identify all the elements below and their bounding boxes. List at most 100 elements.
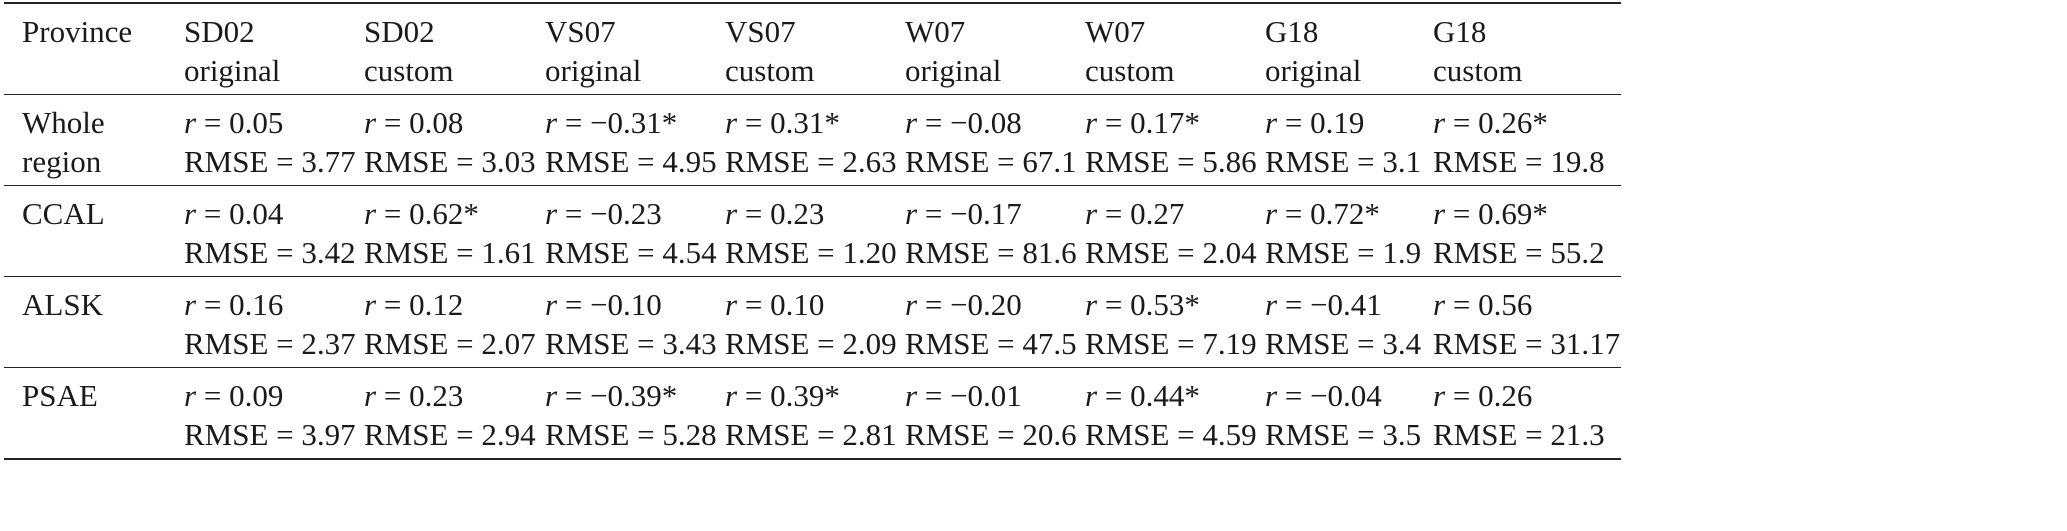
province-cell: PSAE bbox=[4, 368, 184, 460]
metric-cell: r = 0.19 RMSE = 3.1 bbox=[1265, 95, 1433, 186]
rmse-value-line: RMSE = 2.04 bbox=[1085, 235, 1257, 270]
r-value-line: r = 0.16 bbox=[184, 287, 284, 322]
r-value: 0.12 bbox=[409, 287, 464, 322]
header-model: G18 bbox=[1265, 14, 1319, 49]
r-value: −0.31* bbox=[590, 105, 678, 140]
header-variant: original bbox=[905, 53, 1002, 88]
header-model: W07 bbox=[905, 14, 966, 49]
r-value: 0.09 bbox=[229, 378, 284, 413]
rmse-value: 2.63 bbox=[842, 144, 897, 179]
metric-cell: r = 0.26* RMSE = 19.8 bbox=[1433, 95, 1621, 186]
rmse-value-line: RMSE = 3.42 bbox=[184, 235, 356, 270]
metric-cell: r = −0.31* RMSE = 4.95 bbox=[545, 95, 725, 186]
rmse-value-line: RMSE = 2.63 bbox=[725, 144, 897, 179]
r-value: 0.26 bbox=[1478, 378, 1533, 413]
rmse-value-line: RMSE = 2.94 bbox=[364, 417, 536, 452]
metric-cell: r = 0.17* RMSE = 5.86 bbox=[1085, 95, 1265, 186]
results-table: Province SD02 original SD02 custom VS07 … bbox=[4, 2, 1621, 460]
metric-cell: r = −0.17 RMSE = 81.6 bbox=[905, 186, 1085, 277]
r-value-line: r = 0.12 bbox=[364, 287, 464, 322]
province-name: ALSK bbox=[22, 287, 103, 322]
rmse-value: 2.04 bbox=[1202, 235, 1257, 270]
province-name-cont: region bbox=[22, 144, 102, 179]
rmse-value: 2.07 bbox=[481, 326, 536, 361]
header-label: Province bbox=[22, 14, 133, 49]
table-row: Whole region r = 0.05 RMSE = 3.77 r = 0.08 RM… bbox=[4, 95, 1621, 186]
rmse-value-line: RMSE = 55.2 bbox=[1433, 235, 1605, 270]
header-model: SD02 bbox=[364, 14, 435, 49]
metric-cell: r = 0.23 RMSE = 1.20 bbox=[725, 186, 905, 277]
metric-cell: r = −0.08 RMSE = 67.1 bbox=[905, 95, 1085, 186]
rmse-value-line: RMSE = 19.8 bbox=[1433, 144, 1605, 179]
r-value: −0.10 bbox=[590, 287, 662, 322]
r-value-line: r = 0.62* bbox=[364, 196, 479, 231]
rmse-value-line: RMSE = 20.6 bbox=[905, 417, 1077, 452]
metric-cell: r = −0.10 RMSE = 3.43 bbox=[545, 277, 725, 368]
metric-cell: r = 0.09 RMSE = 3.97 bbox=[184, 368, 364, 460]
header-w07-original: W07 original bbox=[905, 3, 1085, 95]
rmse-value-line: RMSE = 2.37 bbox=[184, 326, 356, 361]
r-value-line: r = −0.41 bbox=[1265, 287, 1382, 322]
r-value: 0.44* bbox=[1130, 378, 1200, 413]
r-value: 0.23 bbox=[409, 378, 464, 413]
r-value-line: r = 0.72* bbox=[1265, 196, 1380, 231]
metric-cell: r = 0.26 RMSE = 21.3 bbox=[1433, 368, 1621, 460]
r-value: 0.26* bbox=[1478, 105, 1548, 140]
r-value-line: r = 0.56 bbox=[1433, 287, 1533, 322]
header-model: W07 bbox=[1085, 14, 1146, 49]
rmse-value-line: RMSE = 3.43 bbox=[545, 326, 717, 361]
rmse-value-line: RMSE = 7.19 bbox=[1085, 326, 1257, 361]
r-value: 0.17* bbox=[1130, 105, 1200, 140]
rmse-value: 3.42 bbox=[301, 235, 356, 270]
province-name: Whole bbox=[22, 105, 105, 140]
metric-cell: r = 0.56 RMSE = 31.17 bbox=[1433, 277, 1621, 368]
metric-cell: r = −0.04 RMSE = 3.5 bbox=[1265, 368, 1433, 460]
table-row: ALSK r = 0.16 RMSE = 2.37 r = 0.12 RMSE = 2.… bbox=[4, 277, 1621, 368]
r-value: −0.01 bbox=[950, 378, 1022, 413]
r-value-line: r = 0.05 bbox=[184, 105, 284, 140]
rmse-value-line: RMSE = 2.81 bbox=[725, 417, 897, 452]
rmse-value: 3.97 bbox=[301, 417, 356, 452]
rmse-value: 5.86 bbox=[1202, 144, 1257, 179]
r-value-line: r = 0.26 bbox=[1433, 378, 1533, 413]
r-value-line: r = −0.04 bbox=[1265, 378, 1382, 413]
rmse-value-line: RMSE = 2.07 bbox=[364, 326, 536, 361]
r-value: −0.08 bbox=[950, 105, 1022, 140]
header-sd02-original: SD02 original bbox=[184, 3, 364, 95]
header-model: G18 bbox=[1433, 14, 1487, 49]
r-value: 0.16 bbox=[229, 287, 284, 322]
rmse-value: 2.81 bbox=[842, 417, 897, 452]
rmse-value-line: RMSE = 1.61 bbox=[364, 235, 536, 270]
rmse-value-line: RMSE = 21.3 bbox=[1433, 417, 1605, 452]
rmse-value-line: RMSE = 5.28 bbox=[545, 417, 717, 452]
metric-cell: r = 0.23 RMSE = 2.94 bbox=[364, 368, 545, 460]
table-row: CCAL r = 0.04 RMSE = 3.42 r = 0.62* RMSE = 1… bbox=[4, 186, 1621, 277]
rmse-value-line: RMSE = 4.54 bbox=[545, 235, 717, 270]
province-name: PSAE bbox=[22, 378, 98, 413]
metric-cell: r = 0.10 RMSE = 2.09 bbox=[725, 277, 905, 368]
header-g18-original: G18 original bbox=[1265, 3, 1433, 95]
rmse-value-line: RMSE = 3.77 bbox=[184, 144, 356, 179]
rmse-value-line: RMSE = 81.6 bbox=[905, 235, 1077, 270]
r-value: 0.04 bbox=[229, 196, 284, 231]
metric-cell: r = 0.39* RMSE = 2.81 bbox=[725, 368, 905, 460]
rmse-value-line: RMSE = 3.1 bbox=[1265, 144, 1422, 179]
table-body: Whole region r = 0.05 RMSE = 3.77 r = 0.08 RM… bbox=[4, 95, 1621, 460]
rmse-value: 47.5 bbox=[1022, 326, 1077, 361]
header-row: Province SD02 original SD02 custom VS07 … bbox=[4, 3, 1621, 95]
rmse-value: 2.37 bbox=[301, 326, 356, 361]
metric-cell: r = 0.27 RMSE = 2.04 bbox=[1085, 186, 1265, 277]
header-w07-custom: W07 custom bbox=[1085, 3, 1265, 95]
metric-cell: r = −0.41 RMSE = 3.4 bbox=[1265, 277, 1433, 368]
r-value: 0.23 bbox=[770, 196, 825, 231]
rmse-value-line: RMSE = 5.86 bbox=[1085, 144, 1257, 179]
rmse-value: 3.1 bbox=[1382, 144, 1422, 179]
r-value: 0.10 bbox=[770, 287, 825, 322]
rmse-value-line: RMSE = 1.9 bbox=[1265, 235, 1422, 270]
province-cell: ALSK bbox=[4, 277, 184, 368]
r-value: −0.41 bbox=[1310, 287, 1382, 322]
r-value: 0.56 bbox=[1478, 287, 1533, 322]
r-value: −0.20 bbox=[950, 287, 1022, 322]
metric-cell: r = −0.01 RMSE = 20.6 bbox=[905, 368, 1085, 460]
r-value-line: r = −0.20 bbox=[905, 287, 1022, 322]
